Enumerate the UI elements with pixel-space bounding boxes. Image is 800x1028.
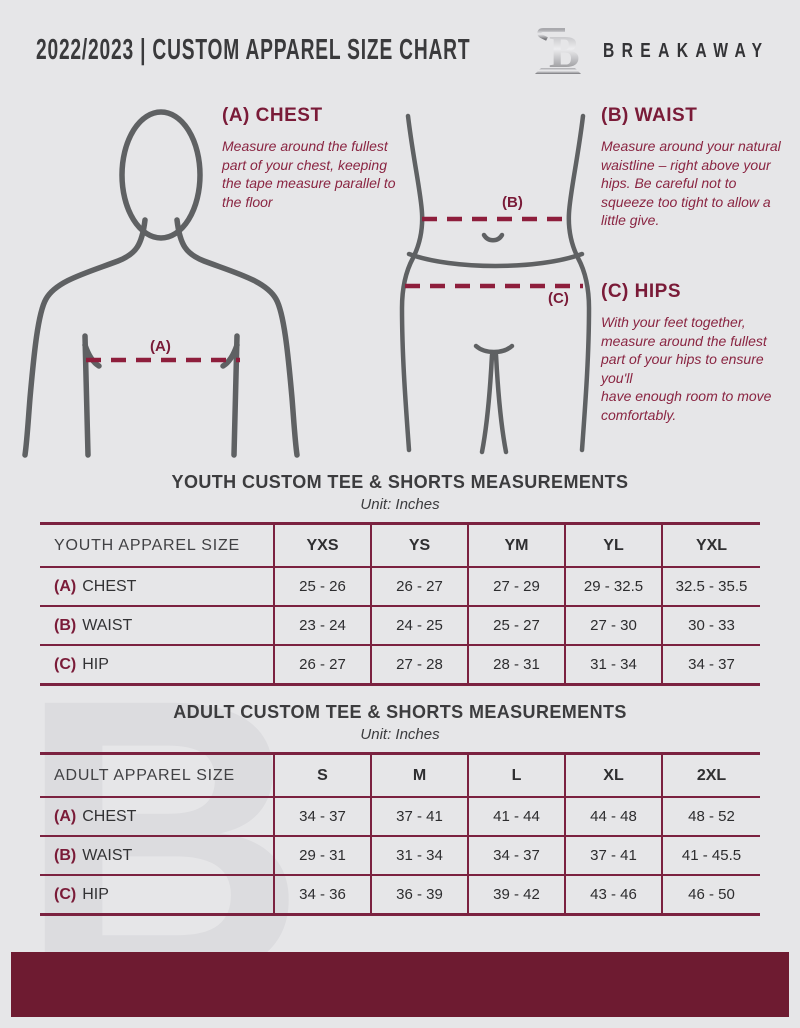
footer-accent-bar bbox=[11, 952, 789, 1017]
size-column-header: YXS bbox=[275, 525, 372, 566]
row-label-text: HIP bbox=[82, 885, 109, 903]
measurement-value-cell: 34 - 36 bbox=[275, 874, 372, 913]
measurement-value-cell: 31 - 34 bbox=[372, 835, 469, 874]
size-column-header: YS bbox=[372, 525, 469, 566]
measurement-value-cell: 46 - 50 bbox=[663, 874, 760, 913]
measurement-value-cell: 31 - 34 bbox=[566, 644, 663, 683]
hips-guide-heading: (C) HIPS bbox=[601, 281, 681, 302]
youth-measurements-section: YOUTH CUSTOM TEE & SHORTS MEASUREMENTS U… bbox=[0, 472, 800, 686]
row-label-text: CHEST bbox=[82, 807, 137, 825]
row-label-text: CHEST bbox=[82, 577, 137, 595]
brand-lockup: B BREAKAWAY bbox=[527, 22, 784, 80]
measurement-value-cell: 34 - 37 bbox=[469, 835, 566, 874]
hip-line-marker: (C) bbox=[548, 290, 569, 307]
breakaway-logo-icon: B bbox=[535, 26, 581, 77]
size-column-header: YL bbox=[566, 525, 663, 566]
waist-measure-guide: (B) WAIST Measure around your natural wa… bbox=[601, 105, 781, 230]
adult-section-title: ADULT CUSTOM TEE & SHORTS MEASUREMENTS bbox=[173, 702, 627, 722]
size-column-header: XL bbox=[566, 755, 663, 796]
apparel-size-header: YOUTH APPAREL SIZE bbox=[40, 525, 275, 566]
page-header: 2022/2023 | CUSTOM APPAREL SIZE CHART B … bbox=[0, 0, 800, 95]
measurement-value-cell: 34 - 37 bbox=[275, 796, 372, 835]
row-marker: (C) bbox=[54, 885, 77, 903]
measurement-row-label: (A) CHEST bbox=[40, 566, 275, 605]
adult-section-unit: Unit: Inches bbox=[360, 726, 440, 743]
waist-guide-text: Measure around your natural waistline – … bbox=[601, 138, 781, 229]
hips-guide-text: With your feet together, measure around … bbox=[601, 314, 772, 424]
measurement-value-cell: 36 - 39 bbox=[372, 874, 469, 913]
waist-guide-heading: (B) WAIST bbox=[601, 105, 698, 126]
adult-size-table: ADULT APPAREL SIZE S M L XL 2XL (A) CHEST 34 - 3… bbox=[40, 752, 760, 916]
measurement-row-label: (B) WAIST bbox=[40, 605, 275, 644]
measurement-value-cell: 43 - 46 bbox=[566, 874, 663, 913]
measurement-value-cell: 26 - 27 bbox=[275, 644, 372, 683]
row-label-text: WAIST bbox=[82, 616, 133, 634]
chest-measure-guide: (A) CHEST Measure around the fullest par… bbox=[222, 105, 402, 211]
chest-guide-heading: (A) CHEST bbox=[222, 105, 323, 126]
apparel-size-header: ADULT APPAREL SIZE bbox=[40, 755, 275, 796]
measurement-value-cell: 37 - 41 bbox=[372, 796, 469, 835]
measurement-value-cell: 48 - 52 bbox=[663, 796, 760, 835]
brand-name: BREAKAWAY bbox=[603, 39, 770, 62]
measurement-value-cell: 32.5 - 35.5 bbox=[663, 566, 760, 605]
measurement-row-label: (C) HIP bbox=[40, 874, 275, 913]
youth-section-unit: Unit: Inches bbox=[360, 496, 440, 513]
size-column-header: 2XL bbox=[696, 766, 727, 784]
row-marker: (B) bbox=[54, 616, 77, 634]
measurement-value-cell: 41 - 44 bbox=[469, 796, 566, 835]
chest-line-marker: (A) bbox=[150, 338, 171, 355]
page-title: 2022/2023 | CUSTOM APPAREL SIZE CHART bbox=[36, 34, 579, 66]
youth-size-table: YOUTH APPAREL SIZE YXS YS YM YL YXL (A) CHEST 25… bbox=[40, 522, 760, 686]
row-marker: (A) bbox=[54, 577, 77, 595]
youth-section-title: YOUTH CUSTOM TEE & SHORTS MEASUREMENTS bbox=[171, 472, 629, 492]
measurement-value-cell: 34 - 37 bbox=[663, 644, 760, 683]
measurement-value-cell: 25 - 27 bbox=[469, 605, 566, 644]
size-column-header: YM bbox=[469, 525, 566, 566]
row-marker: (B) bbox=[54, 846, 77, 864]
size-column-header: YXL bbox=[695, 536, 728, 554]
waist-line-marker: (B) bbox=[502, 194, 523, 211]
size-column-header: S bbox=[275, 755, 372, 796]
measurement-value-cell: 44 - 48 bbox=[566, 796, 663, 835]
measurement-row-label: (B) WAIST bbox=[40, 835, 275, 874]
measurement-value-cell: 25 - 26 bbox=[275, 566, 372, 605]
row-marker: (C) bbox=[54, 655, 77, 673]
waist-hip-measure-figure-illustration bbox=[399, 113, 592, 455]
adult-measurements-section: ADULT CUSTOM TEE & SHORTS MEASUREMENTS U… bbox=[0, 702, 800, 916]
measurement-row-label: (A) CHEST bbox=[40, 796, 275, 835]
measurement-value-cell: 27 - 30 bbox=[566, 605, 663, 644]
row-label-text: WAIST bbox=[82, 846, 133, 864]
measurement-row-label: (C) HIP bbox=[40, 644, 275, 683]
page-title-text: 2022/2023 | CUSTOM APPAREL SIZE CHART bbox=[36, 34, 471, 67]
measurement-value-cell: 29 - 31 bbox=[275, 835, 372, 874]
measurement-value-cell: 27 - 28 bbox=[372, 644, 469, 683]
measurement-value-cell: 24 - 25 bbox=[372, 605, 469, 644]
measurement-value-cell: 28 - 31 bbox=[469, 644, 566, 683]
measurement-value-cell: 26 - 27 bbox=[372, 566, 469, 605]
size-column-header: M bbox=[372, 755, 469, 796]
row-marker: (A) bbox=[54, 807, 77, 825]
measurement-value-cell: 37 - 41 bbox=[566, 835, 663, 874]
measurement-value-cell: 29 - 32.5 bbox=[566, 566, 663, 605]
chest-guide-text: Measure around the fullest part of your … bbox=[222, 138, 396, 210]
measurement-value-cell: 23 - 24 bbox=[275, 605, 372, 644]
row-label-text: HIP bbox=[82, 655, 109, 673]
chest-measure-figure-illustration bbox=[22, 109, 300, 458]
measurement-value-cell: 41 - 45.5 bbox=[663, 835, 760, 874]
size-column-header: L bbox=[469, 755, 566, 796]
hips-measure-guide: (C) HIPS With your feet together, measur… bbox=[601, 281, 786, 425]
measurement-value-cell: 39 - 42 bbox=[469, 874, 566, 913]
measurement-value-cell: 27 - 29 bbox=[469, 566, 566, 605]
measurement-value-cell: 30 - 33 bbox=[663, 605, 760, 644]
